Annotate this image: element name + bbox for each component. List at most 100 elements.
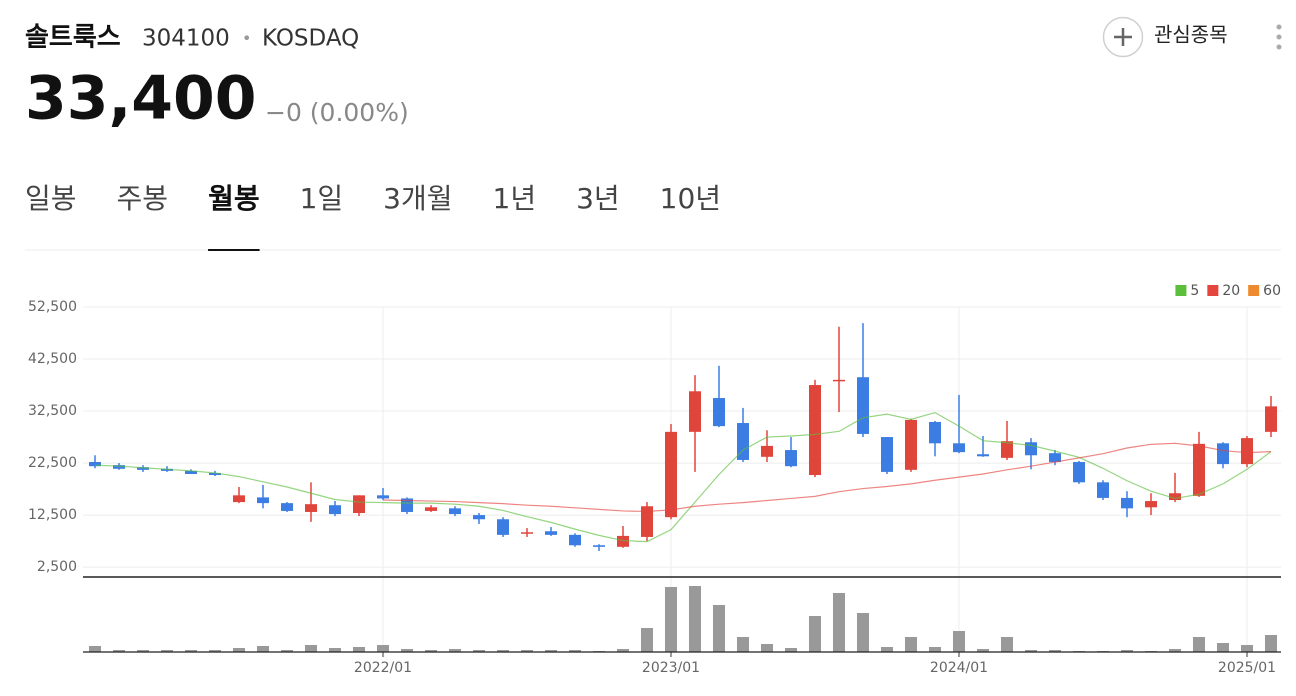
volume-bar [521, 650, 533, 652]
more-menu[interactable] [1276, 24, 1282, 50]
volume-bar [1025, 650, 1037, 652]
stock-code: 304100 [142, 26, 230, 52]
volume-bar [425, 650, 437, 652]
tab[interactable]: 일봉 [25, 182, 77, 215]
candle-body [233, 495, 245, 503]
dot [1276, 34, 1282, 40]
candle-body [185, 470, 197, 474]
candle-body [209, 472, 221, 476]
candle-body [353, 495, 365, 514]
candle-body [953, 443, 965, 453]
volume-bar [497, 650, 509, 652]
tab[interactable]: 1일 [300, 182, 344, 215]
legend-swatch [1207, 285, 1219, 296]
volume-bar [233, 648, 245, 652]
volume-bar [881, 647, 893, 652]
volume-bar [809, 616, 821, 652]
tab[interactable]: 3개월 [383, 182, 452, 215]
tab[interactable]: 주봉 [117, 182, 169, 215]
volume-bar [137, 650, 149, 652]
tab[interactable]: 1년 [493, 182, 537, 215]
market: KOSDAQ [262, 26, 359, 52]
y-tick-label: 22,500 [28, 455, 77, 471]
candle-body [1145, 501, 1157, 508]
candle-body [737, 423, 749, 460]
candle-body [1025, 442, 1037, 456]
volume-bar [545, 650, 557, 652]
volume-bar [569, 650, 581, 652]
candle-body [977, 454, 989, 457]
candle-body [521, 532, 533, 534]
candle-body [137, 467, 149, 470]
candle-body [545, 531, 557, 535]
volume-bar [1265, 635, 1277, 652]
volume-bar [113, 650, 125, 652]
candle-body [473, 515, 485, 520]
volume-bar [401, 649, 413, 652]
volume-bar [209, 650, 221, 652]
candle-body [593, 545, 605, 547]
volume-bar [905, 637, 917, 652]
y-tick-label: 52,500 [28, 299, 77, 315]
volume-bar [1121, 650, 1133, 652]
volume-bar [1001, 637, 1013, 652]
x-tick-label: 2023/01 [642, 660, 700, 676]
candle-body [305, 504, 317, 512]
x-tick-label: 2025/01 [1218, 660, 1276, 676]
volume-bar [833, 593, 845, 652]
price: 33,400 [25, 64, 257, 134]
candle-body [449, 508, 461, 515]
candle-body [929, 421, 941, 444]
separator: • [242, 29, 251, 48]
y-tick-label: 32,500 [28, 403, 77, 419]
candle-body [809, 385, 821, 476]
tab[interactable]: 10년 [660, 182, 721, 215]
volume-bar [641, 628, 653, 652]
legend-label: 5 [1190, 283, 1199, 299]
candle-body [713, 398, 725, 427]
volume-bar [665, 587, 677, 652]
candle-body [401, 498, 413, 512]
legend-swatch [1248, 285, 1260, 296]
volume-bar [257, 646, 269, 652]
candle-body [113, 465, 125, 469]
watch-button[interactable]: 관심종목 [1102, 16, 1228, 58]
candle-body [833, 379, 845, 382]
y-tick-label: 42,500 [28, 351, 77, 367]
volume-bar [785, 648, 797, 652]
legend-swatch [1175, 285, 1187, 296]
volume-bar [1193, 637, 1205, 652]
volume-bar [617, 649, 629, 652]
volume-bar [329, 648, 341, 652]
x-tick-label: 2022/01 [354, 660, 412, 676]
candle-body [1073, 462, 1085, 483]
stock-name: 솔트룩스 [25, 23, 121, 53]
candle-body [785, 450, 797, 467]
candle-body [89, 462, 101, 467]
legend-label: 60 [1263, 283, 1281, 299]
volume-bar [737, 637, 749, 652]
legend: 60 20 5 [1175, 283, 1281, 299]
ma-line [94, 411, 1272, 543]
tab[interactable]: 월봉 [208, 182, 260, 215]
volume-bar [1169, 649, 1181, 652]
candle-body [1241, 438, 1253, 465]
candle-body [1217, 443, 1229, 465]
tab-bar: 일봉 주봉 월봉 1일 3개월 1년 3년 10년 [25, 182, 721, 251]
candle-body [329, 505, 341, 515]
candle-body [281, 503, 293, 511]
tab[interactable]: 3년 [576, 182, 620, 215]
volume-bar [953, 631, 965, 652]
volume-bar [1049, 650, 1061, 652]
volume-bar [473, 650, 485, 652]
candle-body [665, 431, 677, 518]
volume-bar [977, 649, 989, 652]
volume-bar [449, 649, 461, 652]
volume-bar [185, 650, 197, 652]
plus-sign [1114, 28, 1132, 46]
candle-body [689, 391, 701, 432]
volume-bar [761, 644, 773, 652]
volume-bar [305, 645, 317, 652]
candle-body [1097, 482, 1109, 498]
